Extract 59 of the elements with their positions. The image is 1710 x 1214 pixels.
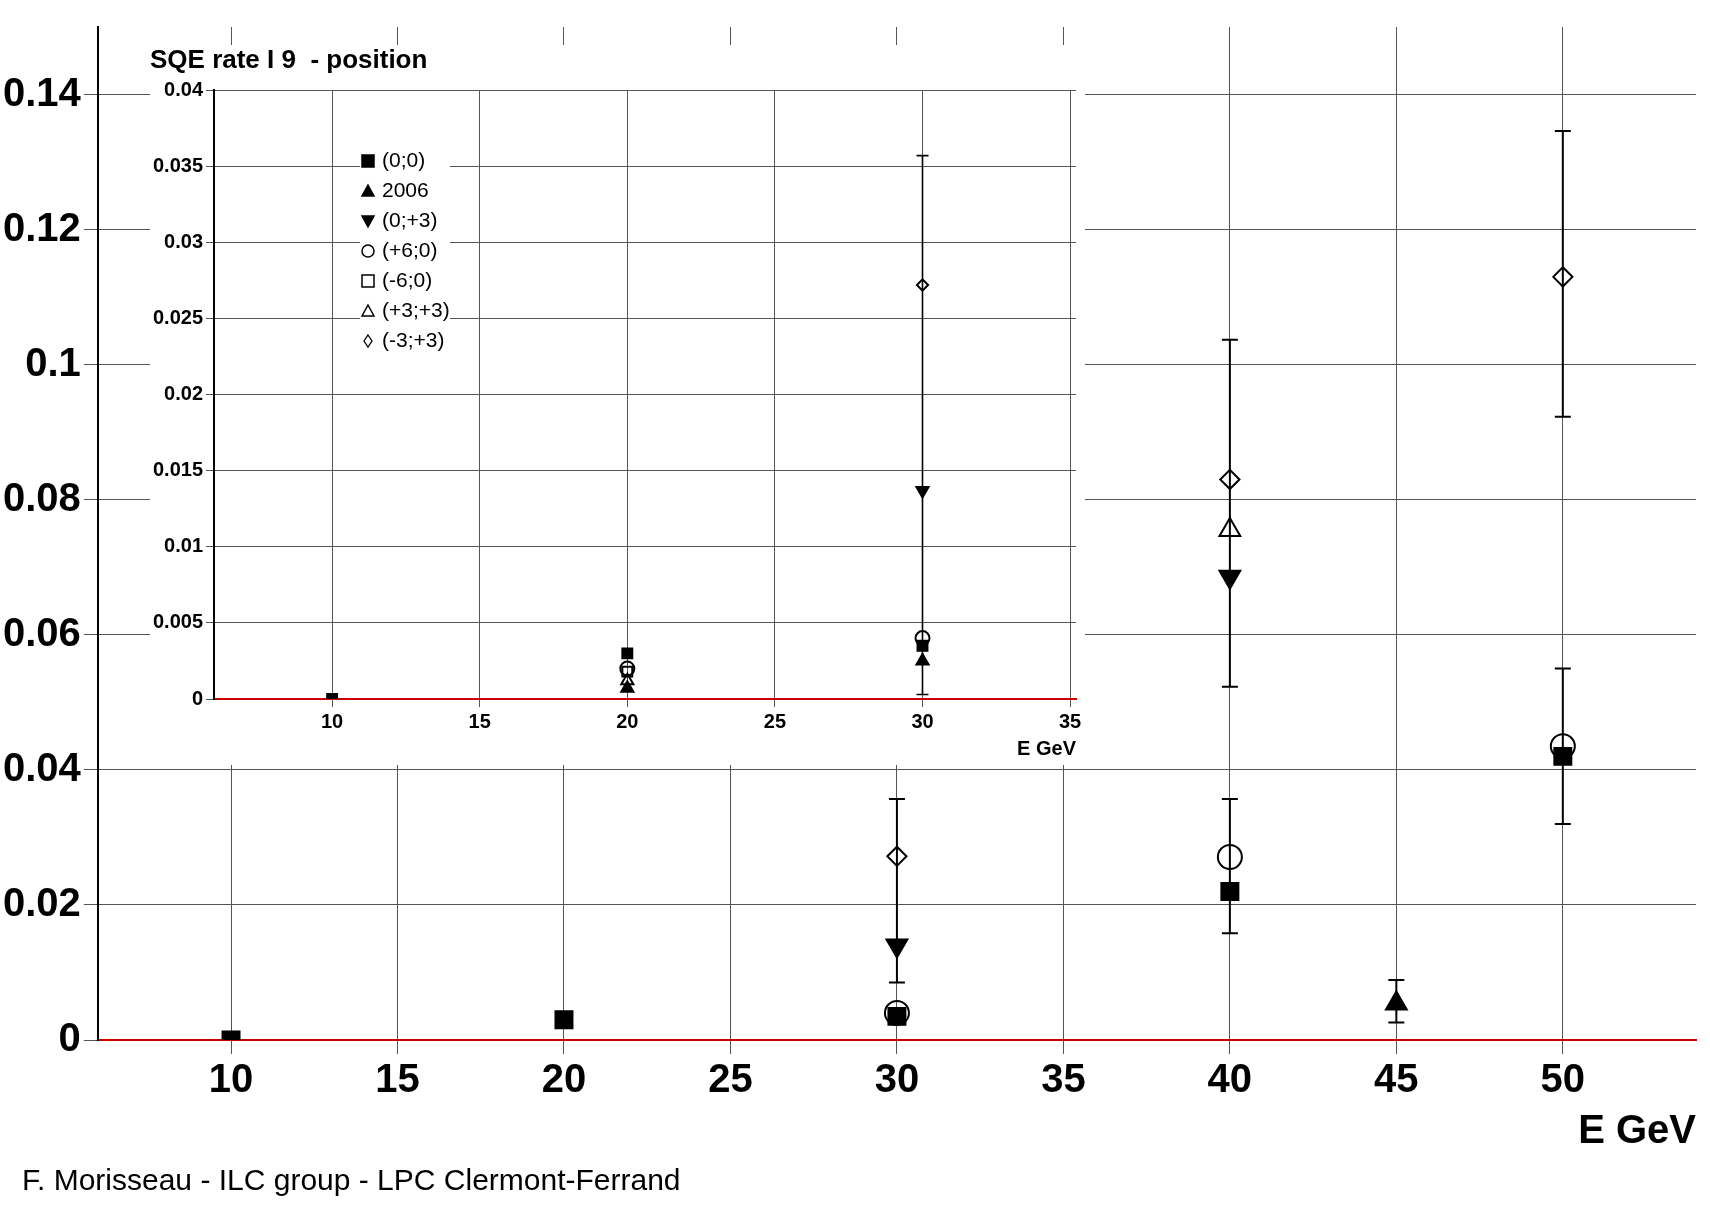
point	[554, 1010, 574, 1030]
x-tick-label: 40	[1207, 1056, 1253, 1101]
point	[1552, 266, 1574, 288]
point	[915, 485, 930, 499]
y-tick-label: 0.01	[164, 534, 204, 557]
legend-label: (-6;0)	[382, 268, 433, 291]
y-tick-label: 0.04	[164, 77, 204, 100]
x-tick-label: 10	[321, 709, 344, 732]
y-tick-label: 0	[191, 686, 204, 709]
text: F. Morisseau - ILC group - LPC Clermont-Ferrand	[22, 1163, 681, 1197]
x-tick-label: 45	[1374, 1056, 1419, 1101]
point	[621, 665, 634, 678]
y-tick-label: 0.04	[2, 744, 82, 789]
point	[620, 680, 635, 693]
legend-label: (-3;+3)	[382, 328, 445, 351]
point	[916, 639, 929, 652]
y-tick-label: 0.025	[152, 306, 204, 329]
y-tick-label: 0.08	[2, 474, 81, 519]
x-tick-label: 50	[1540, 1056, 1586, 1101]
x-tick-label: 20	[541, 1056, 587, 1101]
y-tick-label: 0.015	[152, 458, 204, 481]
x-axis-title: E GeV	[1578, 1107, 1697, 1152]
legend-label: (0;0)	[382, 148, 426, 171]
x-tick-label: 30	[874, 1056, 920, 1101]
x-tick-label: 15	[375, 1056, 420, 1101]
legend-label: 2006	[382, 178, 429, 201]
point	[621, 647, 634, 660]
x-tick-label: 35	[1041, 1056, 1086, 1101]
x-tick-label: 15	[468, 709, 491, 732]
point	[1553, 746, 1573, 766]
point	[915, 278, 930, 292]
y-tick-label: 0.1	[25, 339, 81, 384]
y-tick-label: 0	[58, 1015, 81, 1060]
x-tick-label: 25	[763, 709, 787, 732]
point	[620, 672, 635, 686]
legend-label: (0;+3)	[382, 208, 438, 231]
x-tick-label: 25	[708, 1056, 753, 1101]
point	[1219, 468, 1241, 491]
x-tick-label: 20	[616, 709, 639, 732]
x-tick-label: 35	[1058, 709, 1082, 732]
y-tick-label: 0.035	[152, 153, 204, 176]
y-tick-label: 0.14	[2, 69, 82, 114]
point	[886, 845, 908, 867]
y-tick-label: 0.12	[2, 204, 81, 249]
y-tick-label: 0.03	[164, 229, 204, 252]
chart-title: SQE rate I 9 - position	[150, 43, 428, 74]
y-tick-label: 0.02	[164, 382, 204, 405]
point	[1220, 881, 1240, 901]
point	[915, 652, 930, 666]
legend-label: (+3;+3)	[382, 298, 450, 321]
legend-label: (+6;0)	[382, 238, 438, 261]
y-tick-label: 0.005	[152, 610, 204, 633]
y-tick-label: 0.06	[2, 609, 81, 654]
y-tick-label: 0.02	[2, 879, 81, 924]
point	[619, 660, 636, 677]
x-axis-title: E GeV	[1017, 736, 1077, 759]
point	[1216, 843, 1243, 870]
x-tick-label: 30	[911, 709, 934, 732]
x-tick-label: 10	[208, 1056, 254, 1101]
